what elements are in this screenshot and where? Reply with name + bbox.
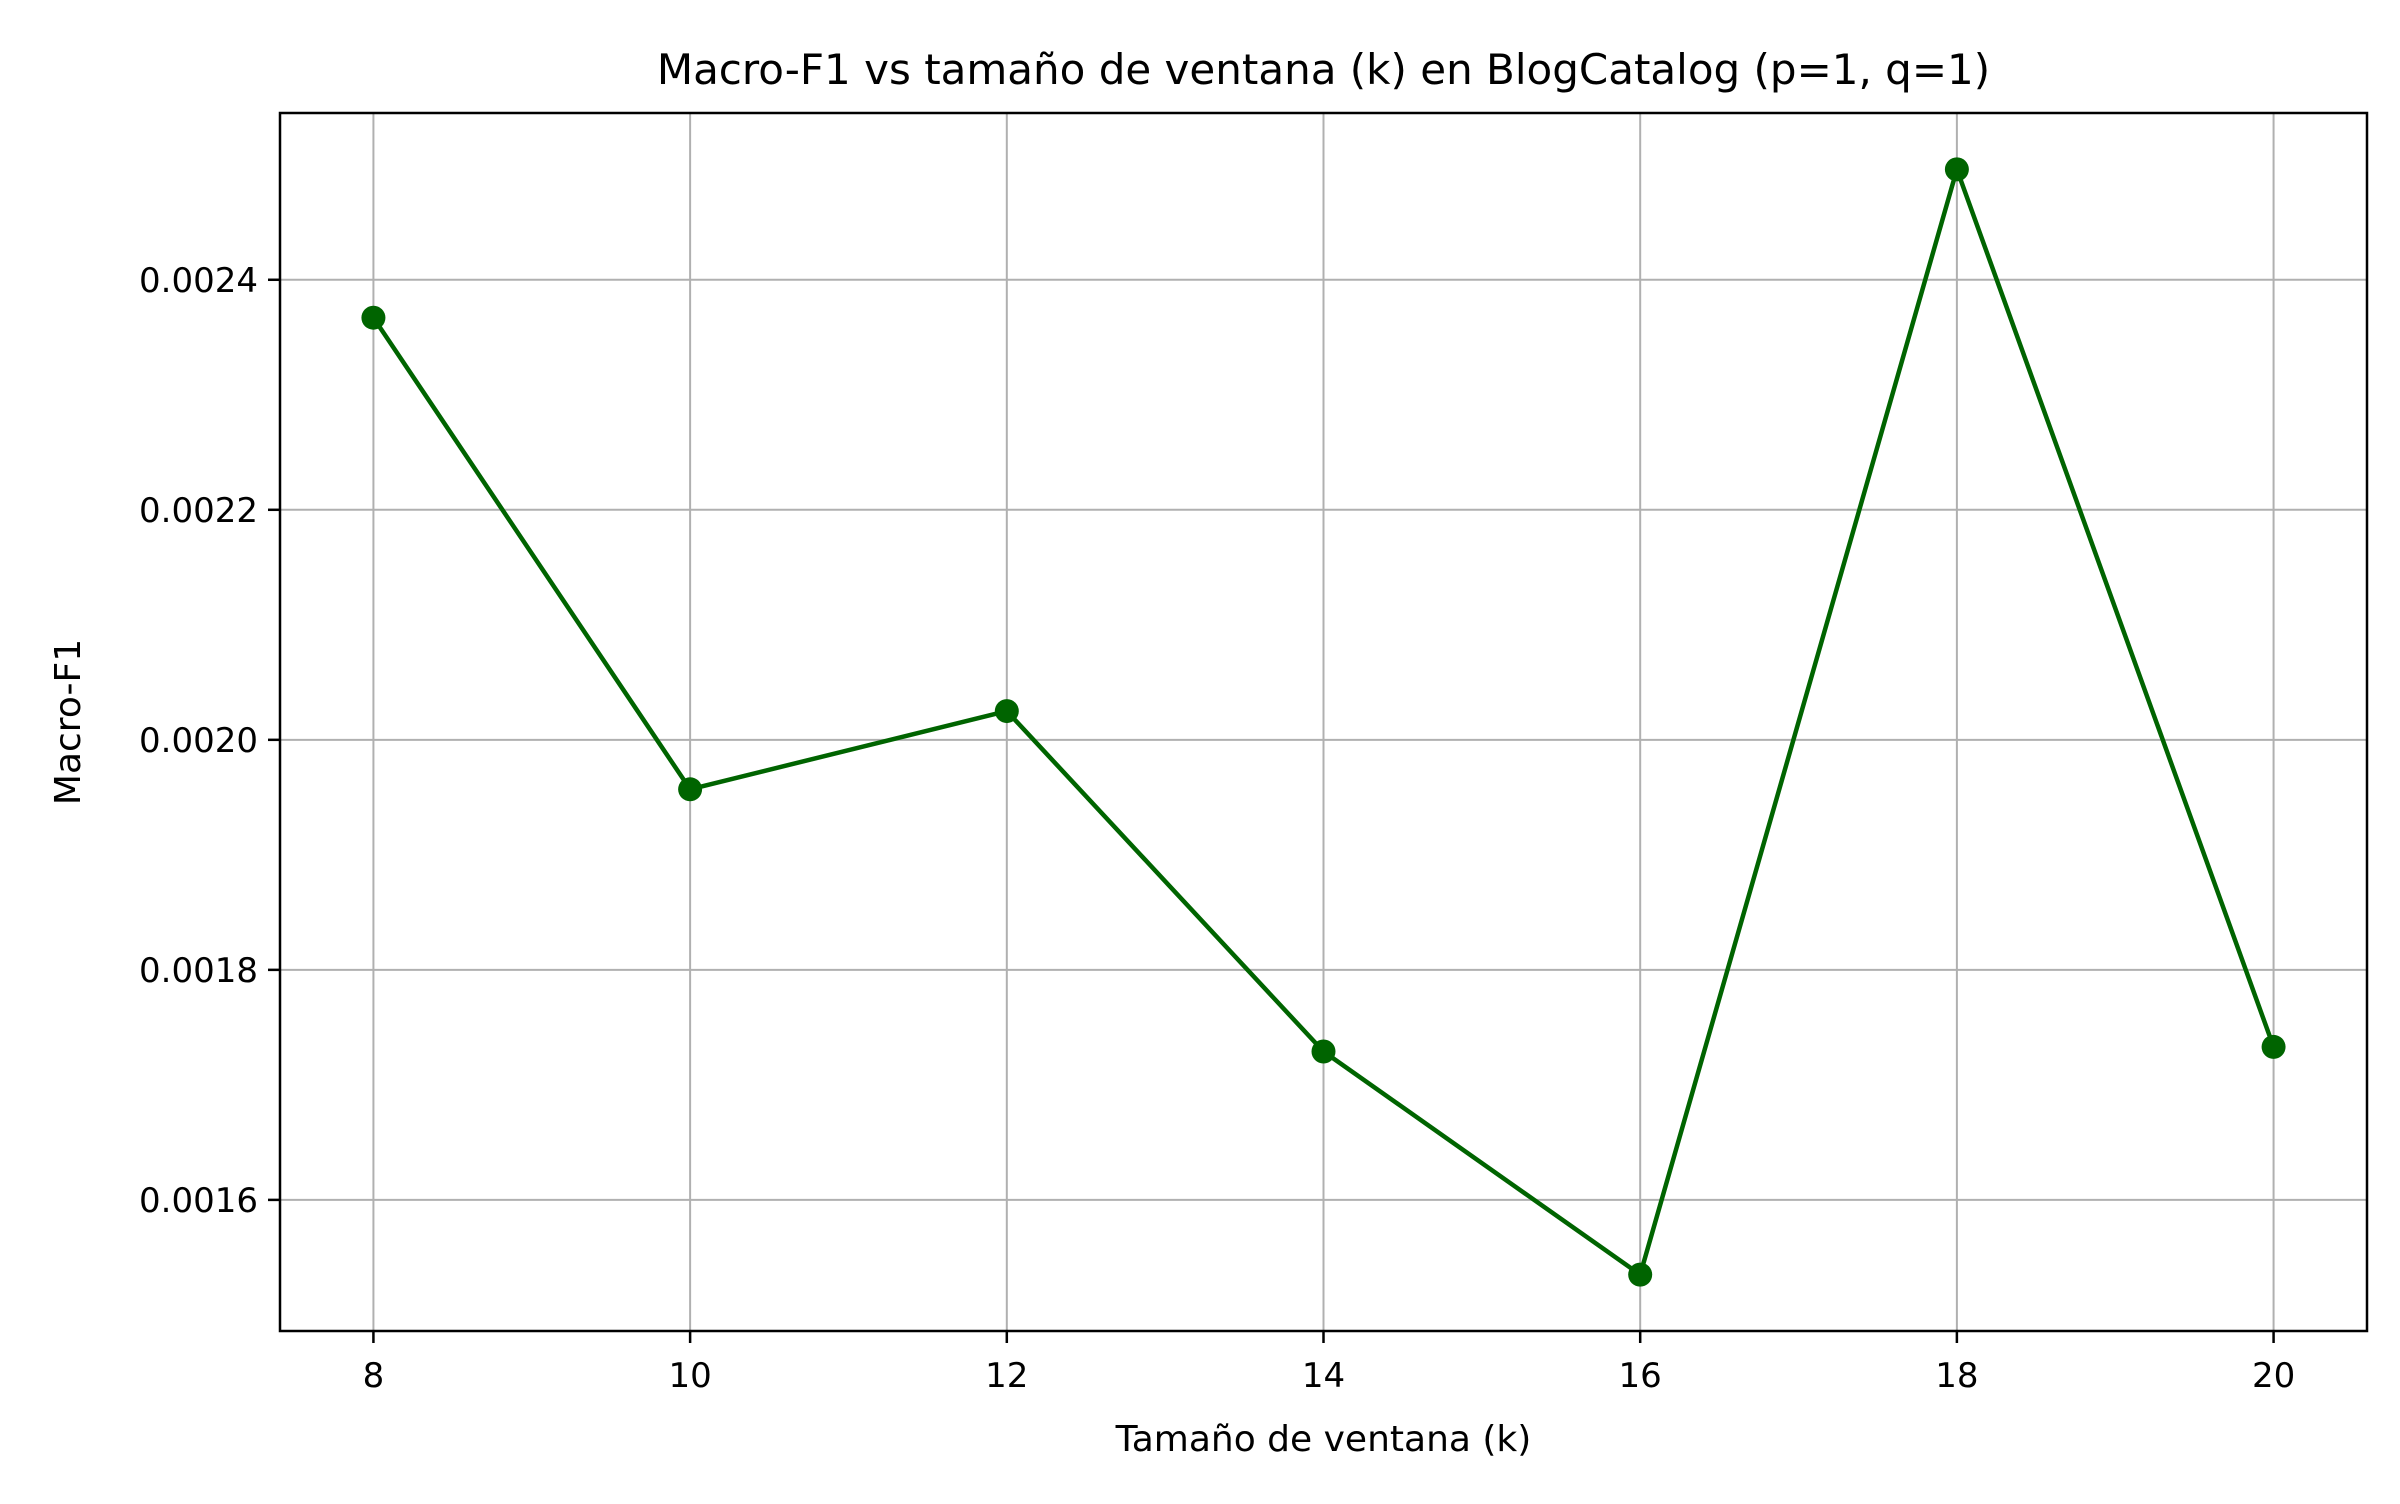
y-tick-label: 0.0018 [139,951,258,991]
y-tick-label: 0.0022 [139,491,258,531]
data-point [1944,157,1969,182]
grid-lines [280,113,2367,1331]
y-tick-label: 0.0016 [139,1181,258,1221]
y-tick-label: 0.0020 [139,721,258,761]
x-axis-label: Tamaño de ventana (k) [1115,1419,1532,1460]
data-point [678,777,703,802]
x-tick-label: 16 [1619,1356,1662,1396]
x-tick-label: 10 [668,1356,711,1396]
x-tick-label: 8 [363,1356,385,1396]
x-tick-label: 14 [1302,1356,1345,1396]
data-point [1628,1262,1653,1287]
y-axis-label: Macro-F1 [48,639,89,805]
x-tick-label: 20 [2252,1356,2295,1396]
data-point [2261,1034,2286,1059]
data-point [361,305,386,330]
y-tick-label: 0.0024 [139,261,258,301]
x-tick-label: 18 [1935,1356,1978,1396]
data-point [994,699,1019,724]
series-layer [361,157,2286,1287]
axis-ticks: 8 10 12 14 16 18 20 0.0016 0.0018 0.0020 0.0022 0.0… [139,261,2295,1396]
data-point [1311,1039,1336,1064]
x-tick-label: 12 [985,1356,1028,1396]
chart-title: Macro-F1 vs tamaño de ventana (k) en Blo… [657,45,1990,94]
